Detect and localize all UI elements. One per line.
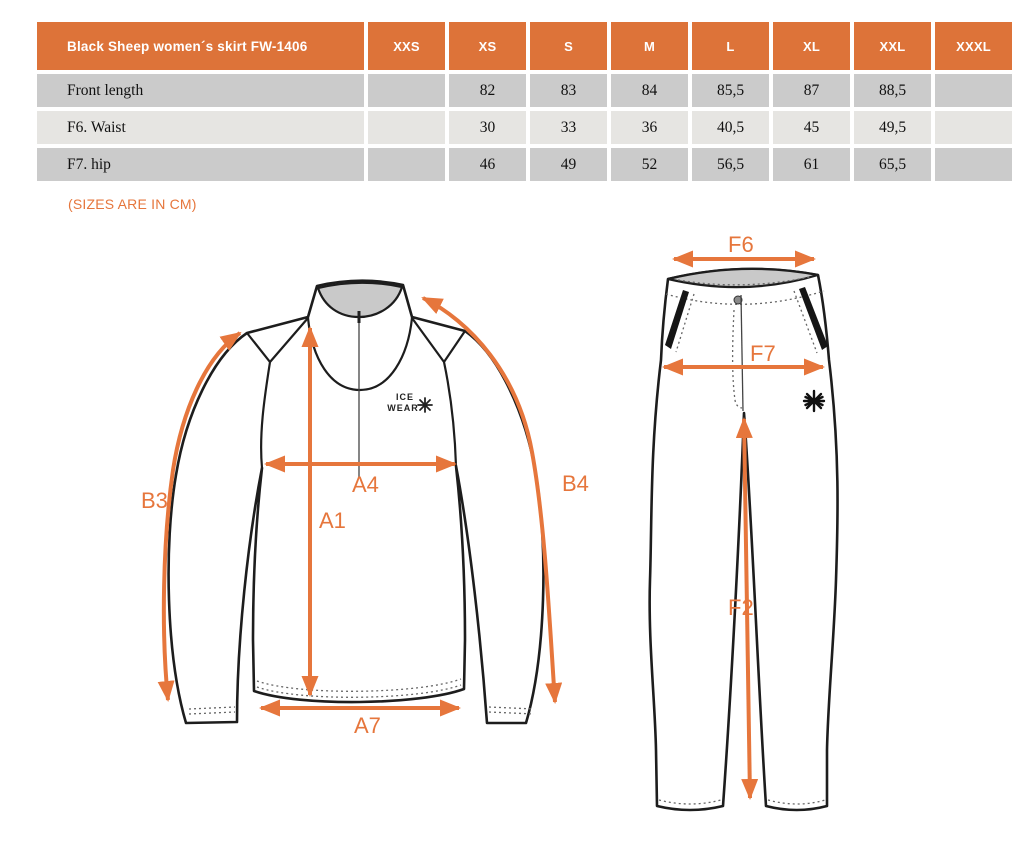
cell-hip-xxl: 65,5 [854, 148, 931, 181]
cell-front-length-m: 84 [611, 74, 688, 107]
pants-right-pocket [799, 287, 828, 350]
shirt-diagram: ICE WEAR B3 B4 A4 A1 A7 [141, 279, 589, 738]
a7-label: A7 [354, 713, 381, 738]
f2-inseam-arrow [735, 417, 759, 800]
cell-front-length-xxxl [935, 74, 1012, 107]
table-row: F7. hip 46 49 52 56,5 61 65,5 [37, 148, 1012, 181]
table-header-row: Black Sheep women´s skirt FW-1406 XXS XS… [37, 22, 1012, 70]
pants-waist-inner [667, 267, 819, 289]
cell-waist-xl: 45 [773, 111, 850, 144]
cell-waist-xxxl [935, 111, 1012, 144]
brand-logo-text-line2: WEAR [387, 403, 419, 413]
col-header-xl: XL [773, 22, 850, 70]
col-header-s: S [530, 22, 607, 70]
table-row: Front length 82 83 84 85,5 87 88,5 [37, 74, 1012, 107]
a4-label: A4 [352, 472, 379, 497]
pants-button [733, 295, 743, 305]
cell-front-length-xs: 82 [449, 74, 526, 107]
pants-outline [648, 267, 839, 812]
col-header-xxs: XXS [368, 22, 445, 70]
pants-left-pocket [665, 290, 689, 349]
a1-label: A1 [319, 508, 346, 533]
cell-waist-m: 36 [611, 111, 688, 144]
cell-hip-m: 52 [611, 148, 688, 181]
col-header-m: M [611, 22, 688, 70]
brand-logo-text-line1: ICE [396, 392, 414, 402]
cell-front-length-xxl: 88,5 [854, 74, 931, 107]
f6-label: F6 [728, 232, 754, 257]
b4-sleeve-arrow [421, 296, 563, 704]
pants-right-hem-stitch [767, 799, 826, 805]
col-header-l: L [692, 22, 769, 70]
f7-label: F7 [750, 341, 776, 366]
b3-sleeve-arrow [157, 331, 242, 702]
col-header-xs: XS [449, 22, 526, 70]
f2-label: F2 [728, 595, 754, 620]
pants-fly-stitch [731, 309, 743, 409]
table-row: F6. Waist 30 33 36 40,5 45 49,5 [37, 111, 1012, 144]
size-table: Black Sheep women´s skirt FW-1406 XXS XS… [33, 18, 1016, 185]
table-title: Black Sheep women´s skirt FW-1406 [37, 22, 364, 70]
cell-front-length-xl: 87 [773, 74, 850, 107]
pants-left-hem-stitch [658, 799, 722, 805]
b4-label: B4 [562, 471, 589, 496]
cell-waist-s: 33 [530, 111, 607, 144]
cell-waist-xs: 30 [449, 111, 526, 144]
pants-waist-inner-stitch [677, 276, 811, 286]
pants-center-seam [740, 294, 744, 412]
shirt-collar-inner [316, 281, 404, 319]
col-header-xxl: XXL [854, 22, 931, 70]
pants-left-pocket-stitch [675, 293, 695, 353]
cell-hip-xxxl [935, 148, 1012, 181]
cell-waist-xxs [368, 111, 445, 144]
cell-waist-xxl: 49,5 [854, 111, 931, 144]
row-label-hip: F7. hip [37, 148, 364, 181]
cell-front-length-s: 83 [530, 74, 607, 107]
row-label-front-length: Front length [37, 74, 364, 107]
snowflake-icon [802, 389, 826, 413]
pants-diagram: F6 F7 F2 [648, 232, 839, 812]
cell-front-length-l: 85,5 [692, 74, 769, 107]
units-note: (SIZES ARE IN CM) [68, 196, 197, 212]
cell-hip-xl: 61 [773, 148, 850, 181]
cell-hip-xs: 46 [449, 148, 526, 181]
cell-hip-s: 49 [530, 148, 607, 181]
row-label-waist: F6. Waist [37, 111, 364, 144]
cell-waist-l: 40,5 [692, 111, 769, 144]
snowflake-icon [417, 397, 433, 413]
cell-front-length-xxs [368, 74, 445, 107]
shirt-left-raglan-seam [245, 316, 310, 470]
col-header-xxxl: XXXL [935, 22, 1012, 70]
b3-label: B3 [141, 488, 168, 513]
pants-right-pocket-stitch [793, 290, 818, 354]
cell-hip-xxs [368, 148, 445, 181]
cell-hip-l: 56,5 [692, 148, 769, 181]
